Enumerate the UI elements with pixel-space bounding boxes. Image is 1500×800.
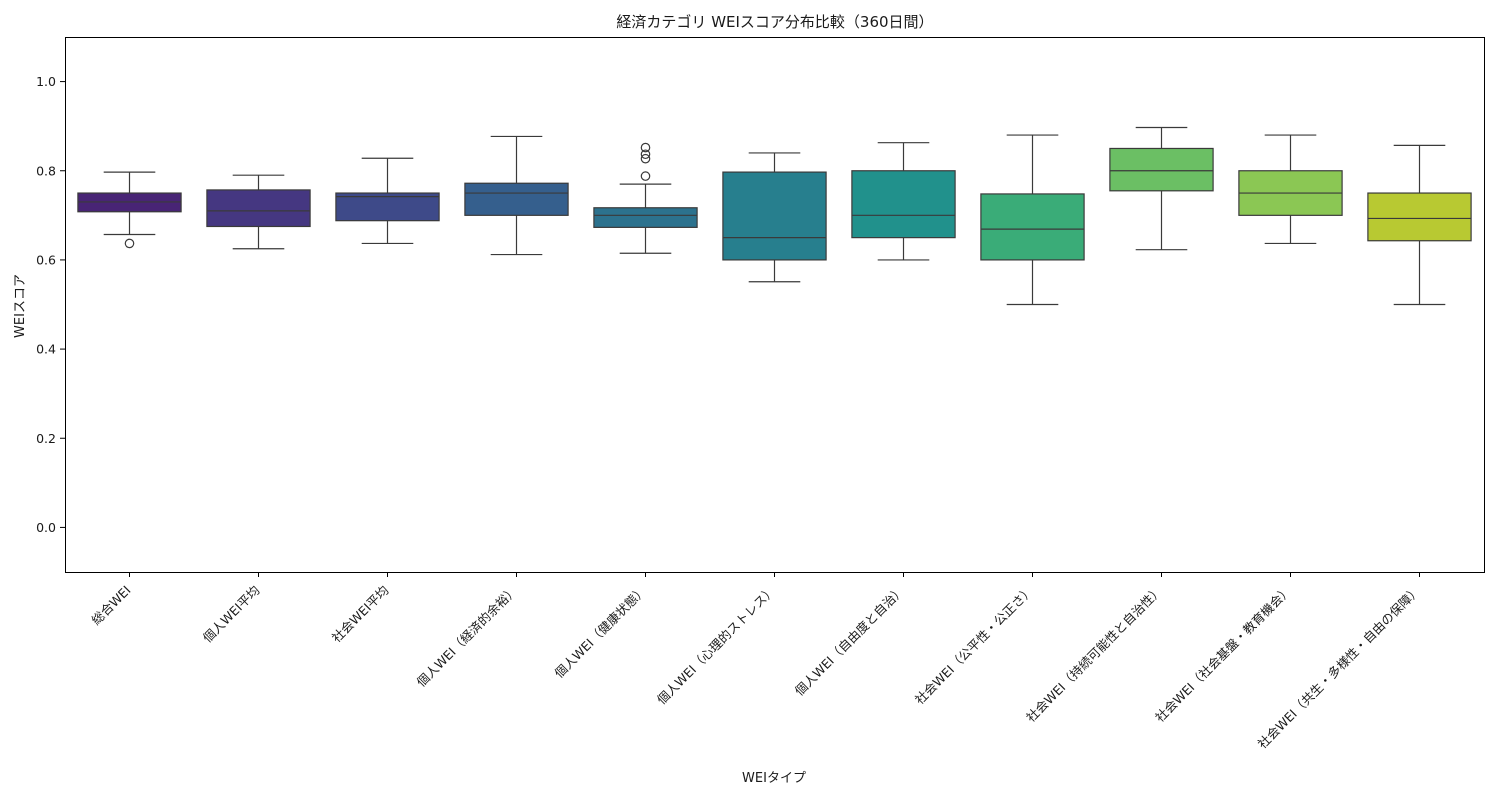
box-iqr <box>206 189 311 228</box>
y-tick-label: 0.8 <box>36 163 56 178</box>
outlier-point <box>640 142 651 153</box>
x-tick-label: 社会WEI（持続可能性と自治性） <box>1023 583 1165 725</box>
x-tick-label: 社会WEI（公平性・公正さ） <box>912 583 1037 708</box>
x-tick-label: 社会WEI（社会基盤・教育機会） <box>1152 583 1294 725</box>
x-tick-label: 社会WEI平均 <box>329 583 392 646</box>
y-tick-label: 0.4 <box>36 342 56 357</box>
x-tick-label: 個人WEI平均 <box>200 583 263 646</box>
x-tick-label: 個人WEI（心理的ストレス） <box>654 583 779 708</box>
outlier-point <box>640 171 651 181</box>
box-iqr <box>1109 147 1214 192</box>
box-iqr <box>335 192 440 222</box>
y-tick-label: 0.2 <box>36 431 56 446</box>
box-iqr <box>722 171 827 261</box>
y-tick-label: 1.0 <box>36 74 56 89</box>
y-tick-label: 0.0 <box>36 520 56 535</box>
x-tick-label: 総合WEI <box>88 583 133 628</box>
outlier-point <box>124 238 135 249</box>
outlier-point <box>640 149 651 160</box>
x-axis-label: WEIタイプ <box>742 771 806 786</box>
x-tick-label: 個人WEI（自由度と自治） <box>792 583 908 699</box>
x-tick-label: 個人WEI（健康状態） <box>551 583 649 681</box>
x-tick-label: 社会WEI（共生・多様性・自由の保障） <box>1255 583 1424 752</box>
plot-frame <box>65 37 1485 573</box>
outlier-point <box>640 153 651 164</box>
box-iqr <box>1367 192 1472 242</box>
box-iqr <box>851 170 956 239</box>
chart-title: 経済カテゴリ WEIスコア分布比較（360日間） <box>616 13 933 31</box>
y-tick-label: 0.6 <box>36 252 56 267</box>
x-tick-label: 個人WEI（経済的余裕） <box>414 583 521 690</box>
box-iqr <box>464 182 569 216</box>
box-iqr <box>980 193 1085 261</box>
y-axis-label: WEIスコア <box>13 274 28 338</box>
box-iqr <box>593 207 698 228</box>
